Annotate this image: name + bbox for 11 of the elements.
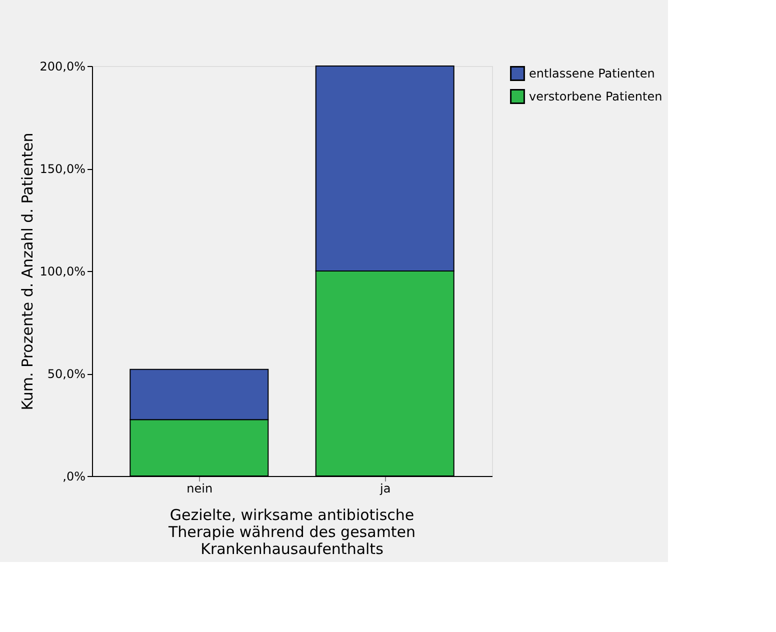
x-tick-label: nein — [186, 482, 213, 496]
y-tick-label: 100,0% — [40, 264, 86, 278]
legend-label: entlassene Patienten — [529, 66, 655, 80]
y-tick-label: 200,0% — [40, 60, 86, 74]
legend-label: verstorbene Patienten — [529, 90, 662, 104]
y-tick-label: 150,0% — [40, 162, 86, 176]
y-axis-title: Kum. Prozente d. Anzahl d. Patienten — [18, 132, 37, 410]
x-tick-label: ja — [379, 482, 391, 496]
y-tick-label: ,0% — [62, 470, 86, 484]
x-axis-title: Gezielte, wirksame antibiotische Therapie während des gesamten Krankenhausaufenthalts — [167, 506, 416, 558]
y-tick-label: 50,0% — [47, 367, 86, 381]
